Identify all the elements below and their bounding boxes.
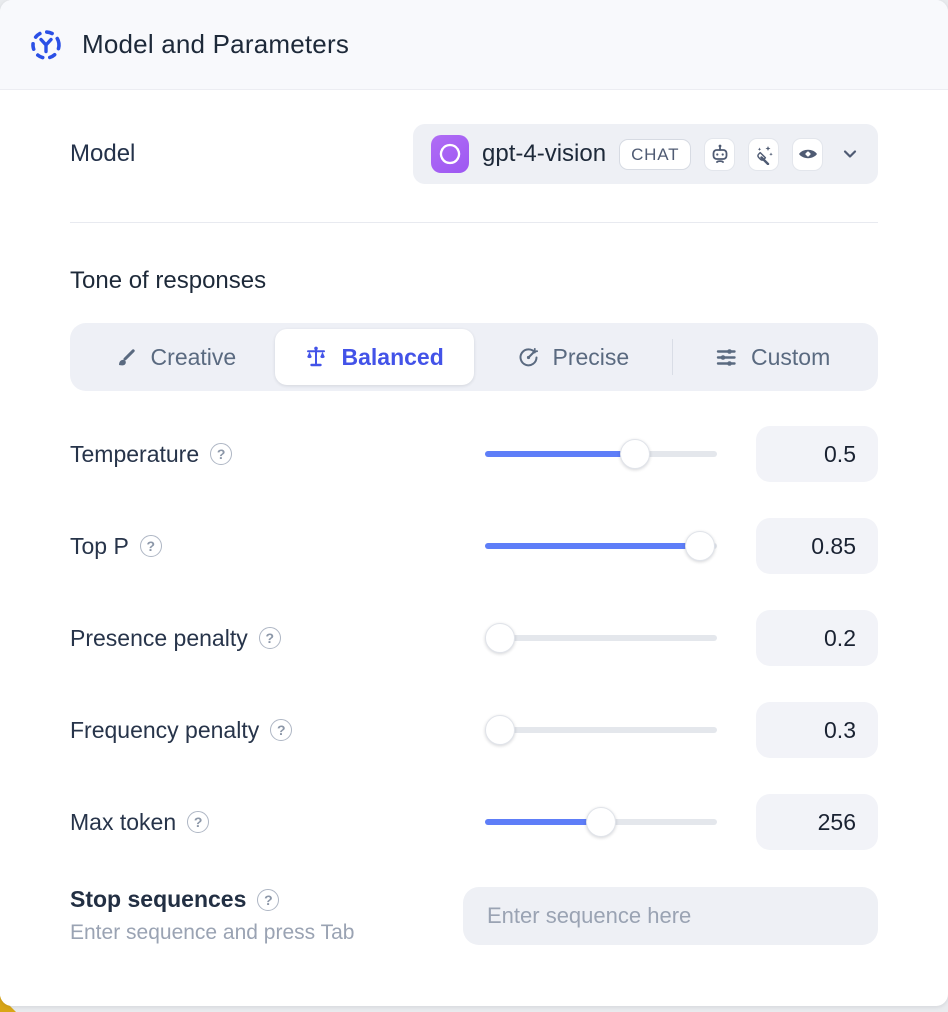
param-row-temperature: Temperature ? 0.5 xyxy=(70,426,878,482)
help-icon[interactable]: ? xyxy=(258,627,281,649)
parameters-list: Temperature ? 0.5 Top P ? xyxy=(70,426,878,945)
tone-option-label: Creative xyxy=(150,343,237,370)
sliders-icon xyxy=(715,346,738,369)
tone-option-precise[interactable]: Precise xyxy=(474,329,673,385)
param-label: Temperature xyxy=(70,440,200,467)
panel-title: Model and Parameters xyxy=(82,29,350,59)
slider-thumb[interactable] xyxy=(485,623,515,653)
paintbrush-icon xyxy=(115,346,138,369)
help-icon[interactable]: ? xyxy=(187,811,210,833)
presence-penalty-value[interactable]: 0.2 xyxy=(756,610,878,666)
param-row-max-token: Max token ? 256 xyxy=(70,794,878,850)
model-row: Model gpt-4-vision CH xyxy=(70,124,878,184)
stop-sequence-input[interactable] xyxy=(463,886,878,945)
param-row-top-p: Top P ? 0.85 xyxy=(70,518,878,574)
frequency-penalty-value[interactable]: 0.3 xyxy=(756,702,878,758)
param-label: Frequency penalty xyxy=(70,716,260,743)
max-token-value[interactable]: 256 xyxy=(756,794,878,850)
robot-icon xyxy=(704,137,736,171)
model-select-dropdown[interactable]: gpt-4-vision CHAT xyxy=(413,124,878,184)
segment-divider xyxy=(672,339,674,375)
tone-option-custom[interactable]: Custom xyxy=(673,329,872,385)
slider-thumb[interactable] xyxy=(684,531,715,561)
help-icon[interactable]: ? xyxy=(270,719,293,741)
param-row-presence-penalty: Presence penalty ? 0.2 xyxy=(70,610,878,666)
ai-selector-icon xyxy=(28,27,64,63)
temperature-slider[interactable] xyxy=(485,439,717,469)
help-icon[interactable]: ? xyxy=(139,535,162,557)
openai-logo xyxy=(431,135,469,173)
slider-thumb[interactable] xyxy=(620,439,651,469)
stop-sequences-label: Stop sequences xyxy=(70,886,247,912)
top-p-slider[interactable] xyxy=(485,531,717,561)
max-token-slider[interactable] xyxy=(485,807,717,837)
model-label: Model xyxy=(70,140,136,167)
help-icon[interactable]: ? xyxy=(257,888,280,911)
tone-option-label: Precise xyxy=(552,343,630,370)
slider-thumb[interactable] xyxy=(485,715,515,745)
vision-eye-icon xyxy=(792,137,823,171)
help-icon[interactable]: ? xyxy=(210,443,233,465)
top-p-value[interactable]: 0.85 xyxy=(756,518,878,574)
frequency-penalty-slider[interactable] xyxy=(485,715,717,745)
chevron-down-icon xyxy=(840,144,860,164)
magic-wand-icon xyxy=(748,137,780,171)
tone-option-balanced[interactable]: Balanced xyxy=(274,329,474,385)
slider-thumb[interactable] xyxy=(586,807,616,837)
param-row-frequency-penalty: Frequency penalty ? 0.3 xyxy=(70,702,878,758)
stop-sequences-hint: Enter sequence and press Tab xyxy=(70,921,355,944)
tone-heading: Tone of responses xyxy=(70,267,267,294)
tone-segmented-control: Creative Balanced xyxy=(70,323,878,391)
tone-option-label: Balanced xyxy=(341,343,444,370)
panel-header: Model and Parameters xyxy=(0,0,948,90)
scales-icon xyxy=(304,345,328,369)
tone-option-creative[interactable]: Creative xyxy=(76,329,275,385)
section-divider xyxy=(70,222,878,223)
presence-penalty-slider[interactable] xyxy=(485,623,717,653)
stop-sequences-row: Stop sequences ? Enter sequence and pres… xyxy=(70,886,878,945)
param-label: Top P xyxy=(70,532,129,559)
temperature-value[interactable]: 0.5 xyxy=(756,426,878,482)
target-icon xyxy=(517,346,540,369)
model-name: gpt-4-vision xyxy=(482,140,607,167)
param-label: Presence penalty xyxy=(70,624,248,651)
tone-option-label: Custom xyxy=(751,343,831,370)
chat-badge: CHAT xyxy=(619,138,692,170)
param-label: Max token xyxy=(70,808,177,835)
